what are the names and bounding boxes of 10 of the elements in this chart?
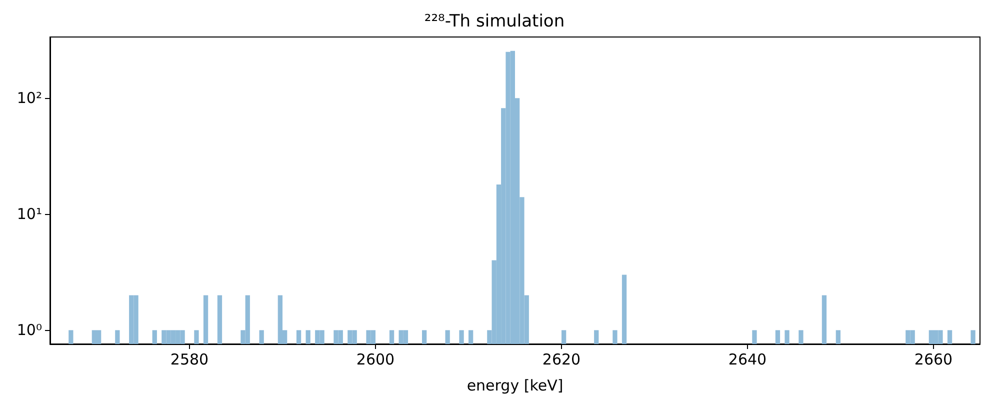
- x-tick-label: 2660: [914, 350, 953, 368]
- y-tick-label: 10²: [16, 89, 42, 108]
- y-tick-label: 10⁰: [16, 321, 42, 340]
- chart-title: ²²⁸-Th simulation: [424, 12, 565, 32]
- x-tick-label: 2580: [170, 350, 209, 368]
- x-axis-title: energy [keV]: [466, 376, 564, 394]
- x-tick-label: 2640: [728, 350, 767, 368]
- x-tick-label: 2620: [542, 350, 581, 368]
- x-tick-label: 2600: [356, 350, 395, 368]
- y-tick-label: 10¹: [16, 205, 42, 224]
